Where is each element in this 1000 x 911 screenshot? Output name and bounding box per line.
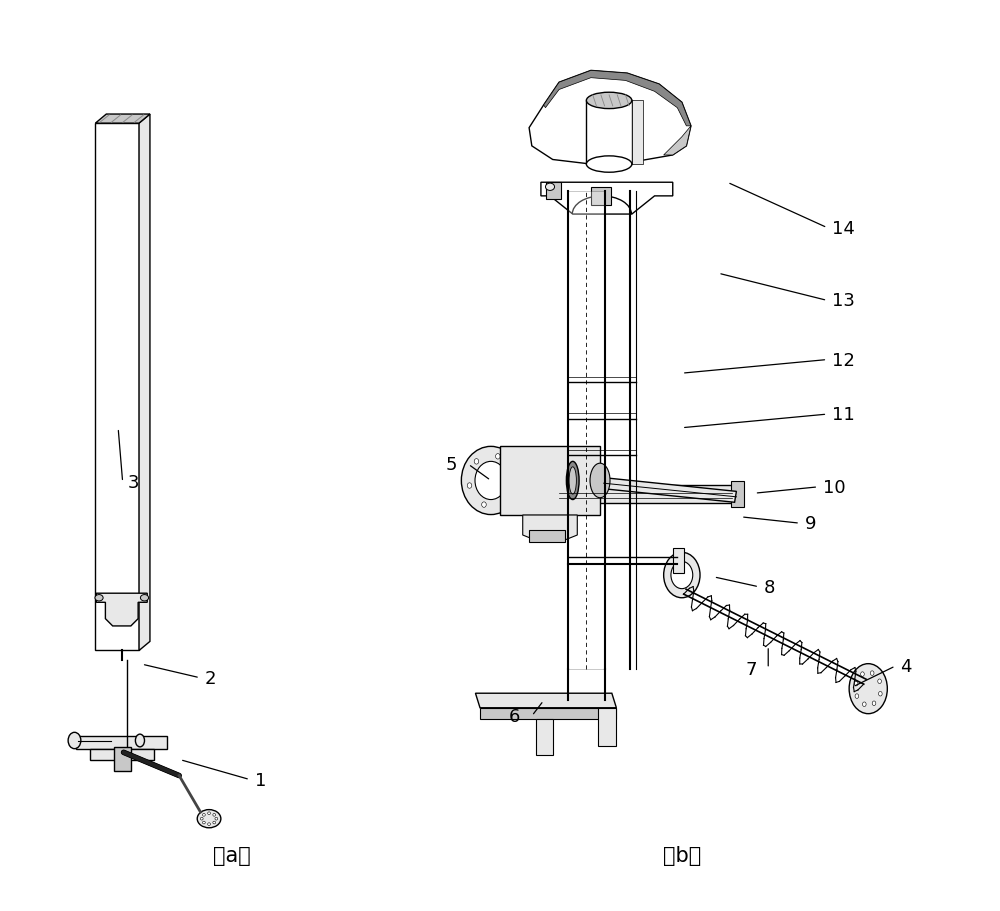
Ellipse shape [135,734,144,747]
Polygon shape [603,478,736,503]
Ellipse shape [200,817,203,820]
Text: 7: 7 [745,660,757,678]
Ellipse shape [671,562,693,589]
Bar [114,747,131,771]
Polygon shape [96,594,147,626]
Ellipse shape [95,595,103,601]
Ellipse shape [467,483,472,488]
Polygon shape [551,486,736,504]
Bar [90,749,154,760]
Text: （b）: （b） [663,845,701,865]
Ellipse shape [203,814,205,816]
Polygon shape [523,516,577,543]
Ellipse shape [474,459,479,465]
Ellipse shape [861,672,864,677]
Text: 5: 5 [445,456,457,474]
Text: 13: 13 [832,292,855,310]
Ellipse shape [878,680,881,684]
Ellipse shape [482,502,486,507]
Text: （a）: （a） [213,845,251,865]
Ellipse shape [140,595,149,601]
Polygon shape [544,71,691,127]
Polygon shape [500,446,600,516]
Ellipse shape [503,497,508,503]
Polygon shape [95,115,150,124]
Ellipse shape [862,702,866,707]
Ellipse shape [870,671,874,676]
Ellipse shape [586,93,632,109]
Bar [591,188,611,206]
Bar [529,530,565,543]
Text: 6: 6 [509,707,520,725]
Ellipse shape [203,822,205,824]
Bar [731,482,744,507]
Ellipse shape [854,681,858,686]
Text: 1: 1 [255,771,266,789]
Bar [76,736,167,749]
Bar [536,719,553,755]
Ellipse shape [208,823,210,825]
Polygon shape [139,115,150,650]
Text: 3: 3 [127,474,139,492]
Text: 14: 14 [832,220,855,238]
Ellipse shape [197,810,221,828]
Text: 10: 10 [823,478,845,496]
Text: 9: 9 [805,515,816,533]
Polygon shape [529,71,691,165]
Ellipse shape [586,157,632,173]
Bar [544,482,555,507]
Ellipse shape [68,732,81,749]
Ellipse shape [213,814,216,816]
Ellipse shape [545,184,555,191]
Ellipse shape [879,691,882,696]
Ellipse shape [855,694,859,699]
Ellipse shape [566,462,579,500]
Ellipse shape [590,464,610,498]
Ellipse shape [510,473,515,478]
Bar [632,101,643,165]
Ellipse shape [496,454,500,459]
Polygon shape [541,183,673,215]
Polygon shape [95,124,139,650]
Ellipse shape [208,812,210,814]
Polygon shape [598,708,616,746]
Text: 2: 2 [205,669,216,687]
Ellipse shape [664,553,700,599]
Polygon shape [480,708,616,719]
Ellipse shape [213,822,216,824]
Bar [673,548,684,574]
Bar [586,101,632,165]
Bar [568,192,605,669]
Text: 12: 12 [832,351,855,369]
Polygon shape [664,127,691,156]
Ellipse shape [872,701,876,706]
Ellipse shape [849,664,887,714]
Ellipse shape [569,467,576,495]
Bar [546,183,561,200]
Ellipse shape [215,817,218,820]
Text: 11: 11 [832,405,855,424]
Text: 4: 4 [900,657,912,675]
Ellipse shape [475,462,507,500]
Ellipse shape [461,447,520,515]
Text: 8: 8 [764,578,775,596]
Polygon shape [475,693,616,708]
